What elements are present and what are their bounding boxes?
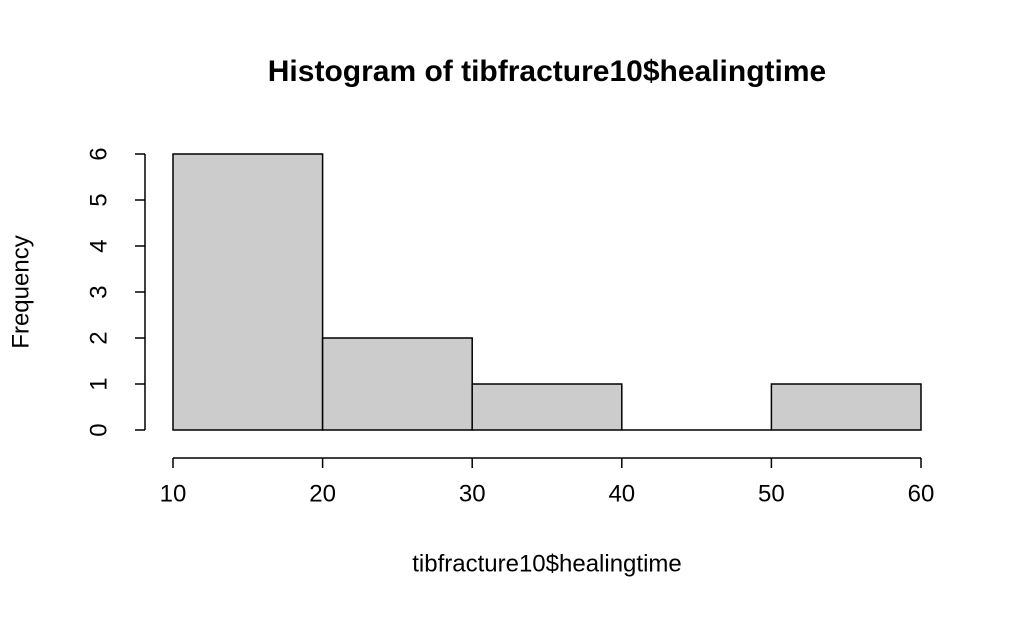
x-tick-label: 50 (758, 480, 785, 507)
x-tick-label: 40 (608, 480, 635, 507)
y-tick-label: 6 (85, 147, 112, 160)
bar (770, 383, 922, 431)
y-tick-label: 0 (85, 423, 112, 436)
x-tick-label: 20 (309, 480, 336, 507)
y-axis-label: Frequency (7, 235, 34, 348)
y-tick-label: 5 (85, 193, 112, 206)
y-tick-label: 3 (85, 285, 112, 298)
bar (471, 383, 623, 431)
bar (321, 337, 473, 431)
x-tick-label: 30 (459, 480, 486, 507)
y-tick-label: 4 (85, 239, 112, 252)
y-tick-label: 2 (85, 331, 112, 344)
y-tick-label: 1 (85, 377, 112, 390)
x-axis-label: tibfracture10$healingtime (412, 550, 682, 577)
x-tick-label: 10 (160, 480, 187, 507)
chart-title: Histogram of tibfracture10$healingtime (268, 55, 826, 88)
x-tick-label: 60 (908, 480, 935, 507)
bar (172, 153, 324, 431)
